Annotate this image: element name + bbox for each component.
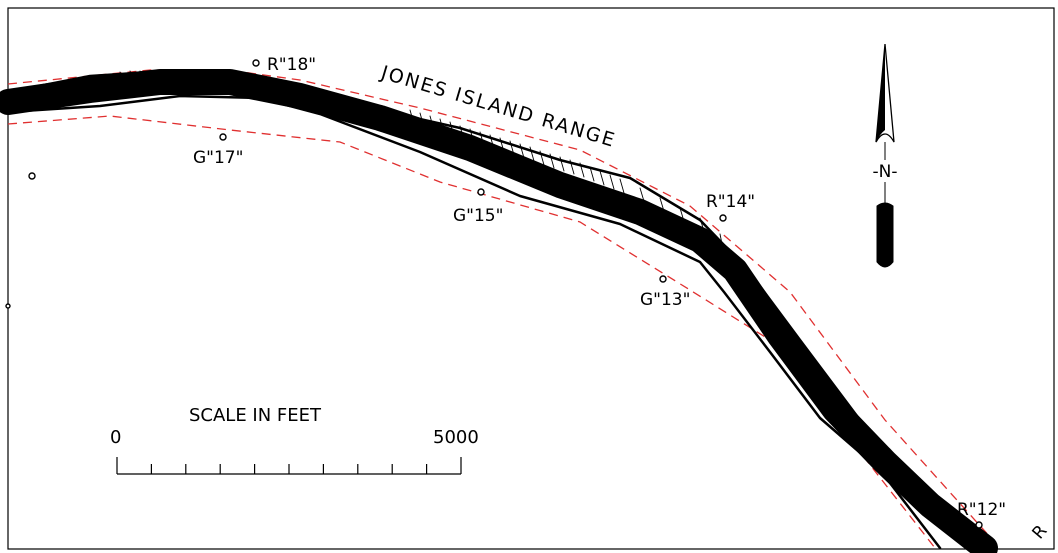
scale-ticks — [116, 457, 462, 474]
buoy-R12-marker — [975, 521, 983, 529]
unlabeled-marker — [28, 172, 36, 180]
north-arrow: -N- — [873, 43, 898, 268]
north-label: -N- — [873, 162, 898, 182]
buoy-R18-marker — [252, 59, 260, 67]
survey-swath — [0, 69, 998, 553]
buoy-G13-label: G"13" — [640, 290, 690, 310]
scale-title: SCALE IN FEET — [189, 405, 322, 426]
swath-upper-edge — [6, 70, 992, 550]
scale-end-label: 5000 — [433, 427, 479, 448]
buoy-G15-label: G"15" — [453, 206, 503, 226]
channel-limit-south — [7, 115, 936, 549]
scale-start-label: 0 — [110, 427, 121, 448]
buoy-G13-marker — [659, 275, 667, 283]
north-arrow-head-shade — [876, 44, 885, 142]
north-arrow-tail — [876, 202, 894, 268]
buoy-R14-marker — [719, 214, 727, 222]
edge-partial-text: R — [1029, 521, 1052, 543]
buoy-markers — [5, 59, 983, 529]
buoy-R18-label: R"18" — [267, 55, 316, 75]
buoy-R12-label: R"12" — [957, 500, 1006, 520]
edge-marker — [5, 303, 11, 309]
swath-hatching — [119, 70, 725, 255]
map-frame — [7, 7, 1055, 550]
swath-lower-edge — [6, 94, 942, 550]
scale-bar: SCALE IN FEET 0 5000 — [110, 405, 479, 475]
buoy-R14-label: R"14" — [706, 192, 755, 212]
swath-core — [0, 69, 998, 553]
buoy-G17-marker — [219, 133, 227, 141]
buoy-G15-marker — [477, 188, 485, 196]
buoy-G17-label: G"17" — [193, 148, 243, 168]
